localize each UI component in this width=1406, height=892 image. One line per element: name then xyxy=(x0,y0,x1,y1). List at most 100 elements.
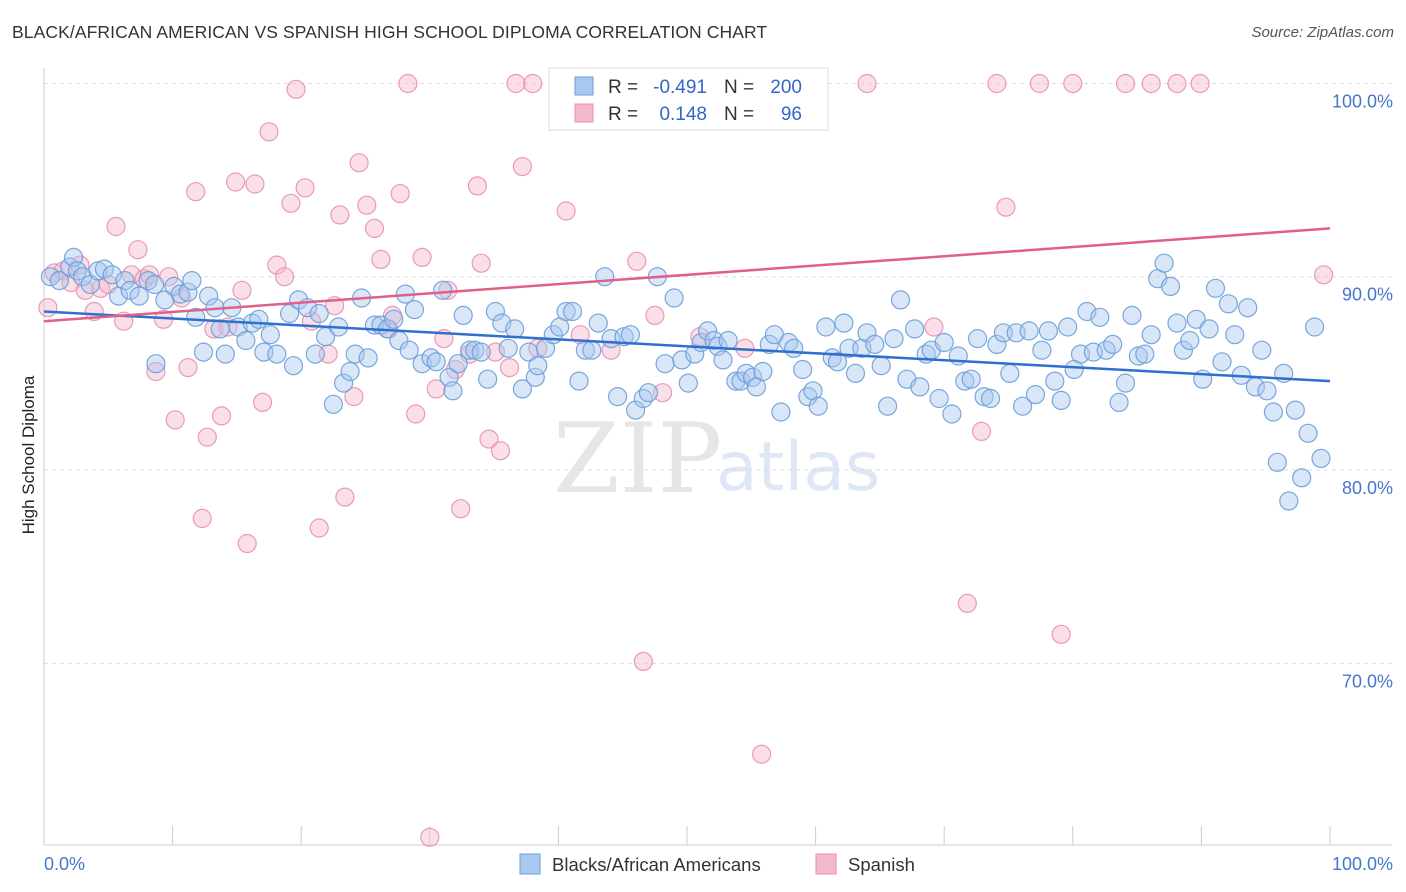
axes xyxy=(43,68,1392,846)
spanish-point xyxy=(286,79,306,99)
y-tick-label: 70.0% xyxy=(1342,671,1393,691)
black-african-american-point xyxy=(678,373,698,393)
black-african-american-point xyxy=(771,402,791,422)
black-african-american-point xyxy=(505,319,525,339)
spanish-point xyxy=(330,205,350,225)
spanish-point xyxy=(349,153,369,173)
black-african-american-point xyxy=(793,359,813,380)
spanish-point xyxy=(633,651,653,672)
stats-pink-r-label: R = xyxy=(608,104,638,125)
stats-pink-n-value: 96 xyxy=(781,104,802,125)
spanish-point xyxy=(232,280,252,300)
spanish-point xyxy=(523,73,543,94)
black-african-american-point xyxy=(845,363,866,383)
spanish-point xyxy=(451,499,471,519)
black-african-american-point xyxy=(309,303,329,324)
spanish-point xyxy=(357,195,377,215)
stats-blue-swatch xyxy=(574,76,594,96)
stats-pink-r-value: 0.148 xyxy=(659,104,707,125)
spanish-point xyxy=(253,392,273,412)
black-african-american-point xyxy=(67,261,88,281)
spanish-point xyxy=(295,178,315,198)
spanish-point xyxy=(512,157,533,177)
black-african-american-points xyxy=(40,247,1331,511)
black-african-american-point xyxy=(146,354,166,374)
black-african-american-point xyxy=(170,284,190,304)
black-african-american-point xyxy=(384,309,404,329)
black-african-american-point xyxy=(178,282,198,302)
spanish-point xyxy=(309,518,329,538)
legend-pink-swatch xyxy=(815,853,837,875)
spanish-point xyxy=(237,533,257,554)
black-african-american-point xyxy=(582,340,602,360)
black-african-american-point xyxy=(904,319,925,339)
black-african-american-point xyxy=(1103,334,1123,354)
spanish-point xyxy=(1115,73,1136,94)
spanish-point xyxy=(192,508,212,529)
black-african-american-point xyxy=(1032,340,1052,360)
black-african-american-point xyxy=(1212,352,1232,372)
black-african-american-point xyxy=(404,300,424,320)
spanish-point xyxy=(690,327,710,347)
black-african-american-point xyxy=(164,276,184,296)
black-african-american-point xyxy=(871,356,891,376)
black-african-american-point xyxy=(305,344,325,364)
spanish-point xyxy=(211,406,232,426)
black-african-american-point xyxy=(588,313,608,333)
spanish-point xyxy=(335,487,355,507)
black-african-american-point xyxy=(1115,373,1136,393)
black-african-american-point xyxy=(961,369,981,389)
black-african-american-point xyxy=(1279,491,1299,511)
black-african-american-point xyxy=(1267,452,1287,472)
spanish-point xyxy=(556,201,576,221)
black-african-american-point xyxy=(1238,298,1258,318)
black-african-american-point xyxy=(697,321,718,341)
black-african-american-point xyxy=(215,344,235,364)
spanish-point xyxy=(1313,265,1334,285)
spanish-point xyxy=(499,358,520,378)
black-african-american-point xyxy=(260,325,280,345)
black-african-american-point xyxy=(1311,448,1331,468)
x-tick-label: 100.0% xyxy=(1332,854,1393,874)
spanish-point xyxy=(645,305,665,325)
black-african-american-point xyxy=(672,350,692,370)
spanish-point xyxy=(165,410,185,430)
black-african-american-point xyxy=(942,404,962,424)
black-african-american-point xyxy=(433,280,453,300)
stats-pink-n-label: N = xyxy=(724,104,754,125)
spanish-point xyxy=(38,298,58,318)
black-african-american-point xyxy=(267,344,287,364)
spanish-point xyxy=(627,251,647,271)
black-african-american-point xyxy=(129,286,149,306)
black-african-american-point xyxy=(625,400,646,420)
black-african-american-point xyxy=(620,325,641,345)
black-african-american-trend-line xyxy=(43,310,1331,383)
black-african-american-point xyxy=(1135,344,1155,364)
spanish-point xyxy=(412,247,432,267)
black-african-american-point xyxy=(1012,396,1033,416)
spanish-point xyxy=(390,184,410,204)
black-african-american-point xyxy=(910,377,930,397)
black-african-american-point xyxy=(1038,321,1059,341)
spanish-point xyxy=(924,317,944,337)
black-african-american-point xyxy=(803,381,823,401)
black-african-american-point xyxy=(1141,325,1161,345)
black-african-american-point xyxy=(199,286,219,306)
x-tick-label: 0.0% xyxy=(44,854,85,874)
black-african-american-point xyxy=(865,334,885,354)
black-african-american-point xyxy=(759,334,779,354)
black-african-american-point xyxy=(929,388,949,409)
black-african-american-point xyxy=(512,379,533,399)
black-african-american-point xyxy=(808,396,828,416)
stats-blue-n-value: 200 xyxy=(770,77,802,98)
black-african-american-point xyxy=(934,332,954,353)
spanish-trend-line xyxy=(43,227,1331,323)
black-african-american-point xyxy=(1186,309,1206,329)
spanish-point xyxy=(259,122,279,142)
black-african-american-point xyxy=(340,361,360,382)
legend-pink-label: Spanish xyxy=(848,854,915,875)
black-african-american-point xyxy=(115,271,135,291)
black-african-american-point xyxy=(102,265,122,285)
spanish-point xyxy=(274,267,295,287)
